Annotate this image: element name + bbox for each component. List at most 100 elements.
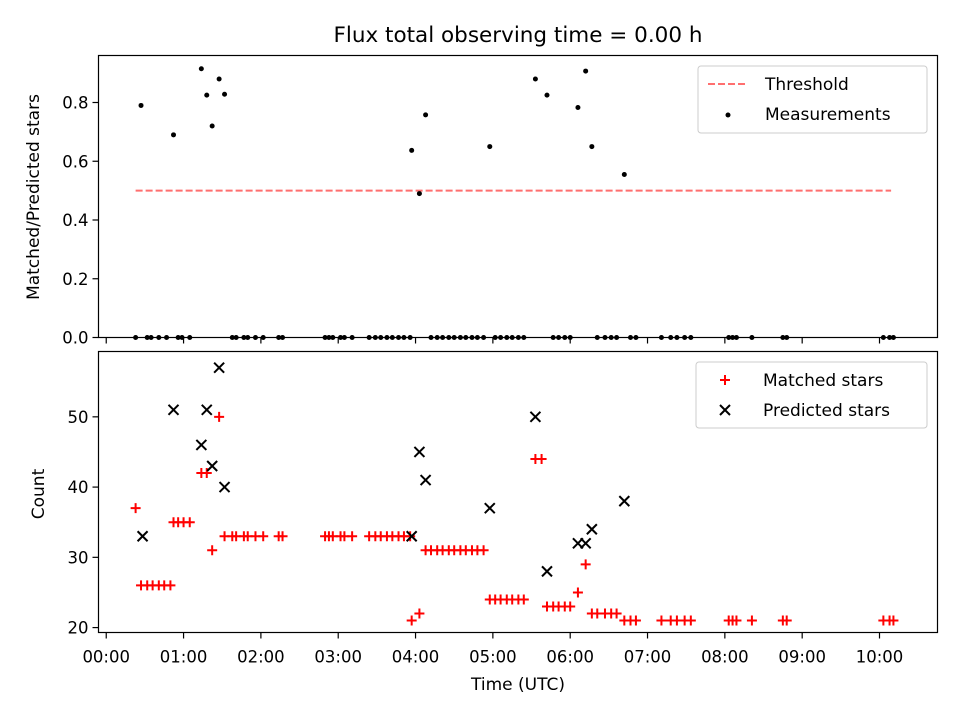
bottom-plot-frame xyxy=(97,350,939,634)
measurement-point xyxy=(164,335,170,340)
measurement-point xyxy=(730,335,736,340)
matched-star-point xyxy=(214,411,225,422)
measurement-point xyxy=(532,76,538,82)
bottom-plot-area xyxy=(130,361,899,626)
xtick-label-0: 00:00 xyxy=(82,648,130,667)
measurement-point xyxy=(175,335,181,340)
measurement-point xyxy=(614,335,620,340)
matched-star-point xyxy=(405,531,416,542)
matched-star-point xyxy=(731,615,742,626)
xtick-label-6: 06:00 xyxy=(546,648,594,667)
measurement-point xyxy=(326,335,332,340)
top-y-axis-label: Matched/Predicted stars xyxy=(24,94,44,300)
top-ytick-label-2: 0.4 xyxy=(62,211,88,230)
bottom-ytick-label-2: 40 xyxy=(68,478,89,497)
top-plot-area xyxy=(133,66,896,340)
bottom-y-axis-label: Count xyxy=(29,468,49,519)
measurement-point xyxy=(148,335,154,340)
predicted-star-point xyxy=(413,446,426,458)
top-ytick-label-0: 0.0 xyxy=(62,329,88,348)
predicted-star-point xyxy=(206,460,218,472)
measurement-point xyxy=(674,335,680,340)
measurement-point xyxy=(492,335,498,340)
measurement-point xyxy=(396,335,402,340)
matched-star-point xyxy=(536,453,547,464)
measurement-point xyxy=(583,68,589,74)
measurement-point xyxy=(401,335,407,340)
matched-star-point xyxy=(518,594,529,605)
measurement-point xyxy=(628,335,634,340)
measurement-point xyxy=(233,335,239,340)
legend-predicted-swatch xyxy=(719,404,731,416)
matched-star-point xyxy=(258,531,269,542)
matched-star-point xyxy=(201,468,212,479)
predicted-star-point xyxy=(201,404,213,416)
measurement-point xyxy=(556,335,562,340)
top-ytick-label-3: 0.6 xyxy=(62,152,88,171)
measurement-point xyxy=(338,335,344,340)
legend-measurement-swatch xyxy=(725,112,731,118)
measurement-point xyxy=(423,112,429,118)
matched-star-point xyxy=(130,503,141,514)
measurement-point xyxy=(621,171,627,177)
x-axis-label: Time (UTC) xyxy=(470,675,565,695)
measurement-point xyxy=(384,335,390,340)
measurement-point xyxy=(144,335,150,340)
predicted-star-point xyxy=(167,404,180,416)
predicted-star-point xyxy=(195,439,208,451)
matched-star-point xyxy=(781,615,792,626)
matched-star-point xyxy=(656,615,667,626)
measurement-point xyxy=(187,335,193,340)
matched-star-point xyxy=(580,559,591,570)
xtick-label-2: 02:00 xyxy=(237,648,285,667)
measurement-point xyxy=(567,335,573,340)
measurement-point xyxy=(780,335,786,340)
measurement-point xyxy=(726,335,732,340)
legend-predicted-label: Predicted stars xyxy=(763,401,890,421)
matched-star-point xyxy=(184,517,195,528)
bottom-ytick-label-0: 20 xyxy=(68,619,89,638)
measurement-point xyxy=(322,335,328,340)
matched-star-point xyxy=(406,615,417,626)
measurement-point xyxy=(602,335,608,340)
measurement-point xyxy=(880,335,886,340)
top-y-ticks: 0.0 0.2 0.4 0.6 0.8 xyxy=(62,94,99,348)
measurement-point xyxy=(428,335,434,340)
bottom-legend-box xyxy=(695,361,928,429)
measurement-point xyxy=(457,335,463,340)
measurement-point xyxy=(276,335,282,340)
measurement-point xyxy=(887,335,893,340)
measurement-point xyxy=(481,335,487,340)
measurement-point xyxy=(682,335,688,340)
measurement-point xyxy=(658,335,664,340)
measurement-point xyxy=(749,335,755,340)
predicted-star-point xyxy=(419,474,432,486)
matched-star-point xyxy=(165,580,176,591)
matched-star-point xyxy=(207,545,218,556)
measurement-point xyxy=(474,335,480,340)
measurement-point xyxy=(409,147,415,153)
measurement-point xyxy=(260,335,266,340)
measurement-point xyxy=(515,335,521,340)
measurement-point xyxy=(575,104,581,110)
measurement-point xyxy=(509,335,515,340)
predicted-star-point xyxy=(405,530,418,542)
xtick-label-5: 05:00 xyxy=(469,648,517,667)
measurement-point xyxy=(498,335,504,340)
measurement-point xyxy=(156,335,162,340)
measurement-point xyxy=(216,76,222,82)
predicted-star-point xyxy=(579,537,592,549)
measurement-point xyxy=(222,91,228,97)
measurement-point xyxy=(198,66,204,72)
measurement-point xyxy=(633,335,639,340)
predicted-star-point xyxy=(218,481,231,493)
measurement-point xyxy=(366,335,372,340)
chart-title: Flux total observing time = 0.00 h xyxy=(334,23,703,48)
measurement-point xyxy=(608,335,614,340)
top-legend-box xyxy=(697,65,928,134)
measurement-point xyxy=(440,335,446,340)
matched-star-point xyxy=(565,601,576,612)
matched-star-point xyxy=(630,615,641,626)
measurement-point xyxy=(378,335,384,340)
bottom-ytick-label-1: 30 xyxy=(68,548,89,567)
